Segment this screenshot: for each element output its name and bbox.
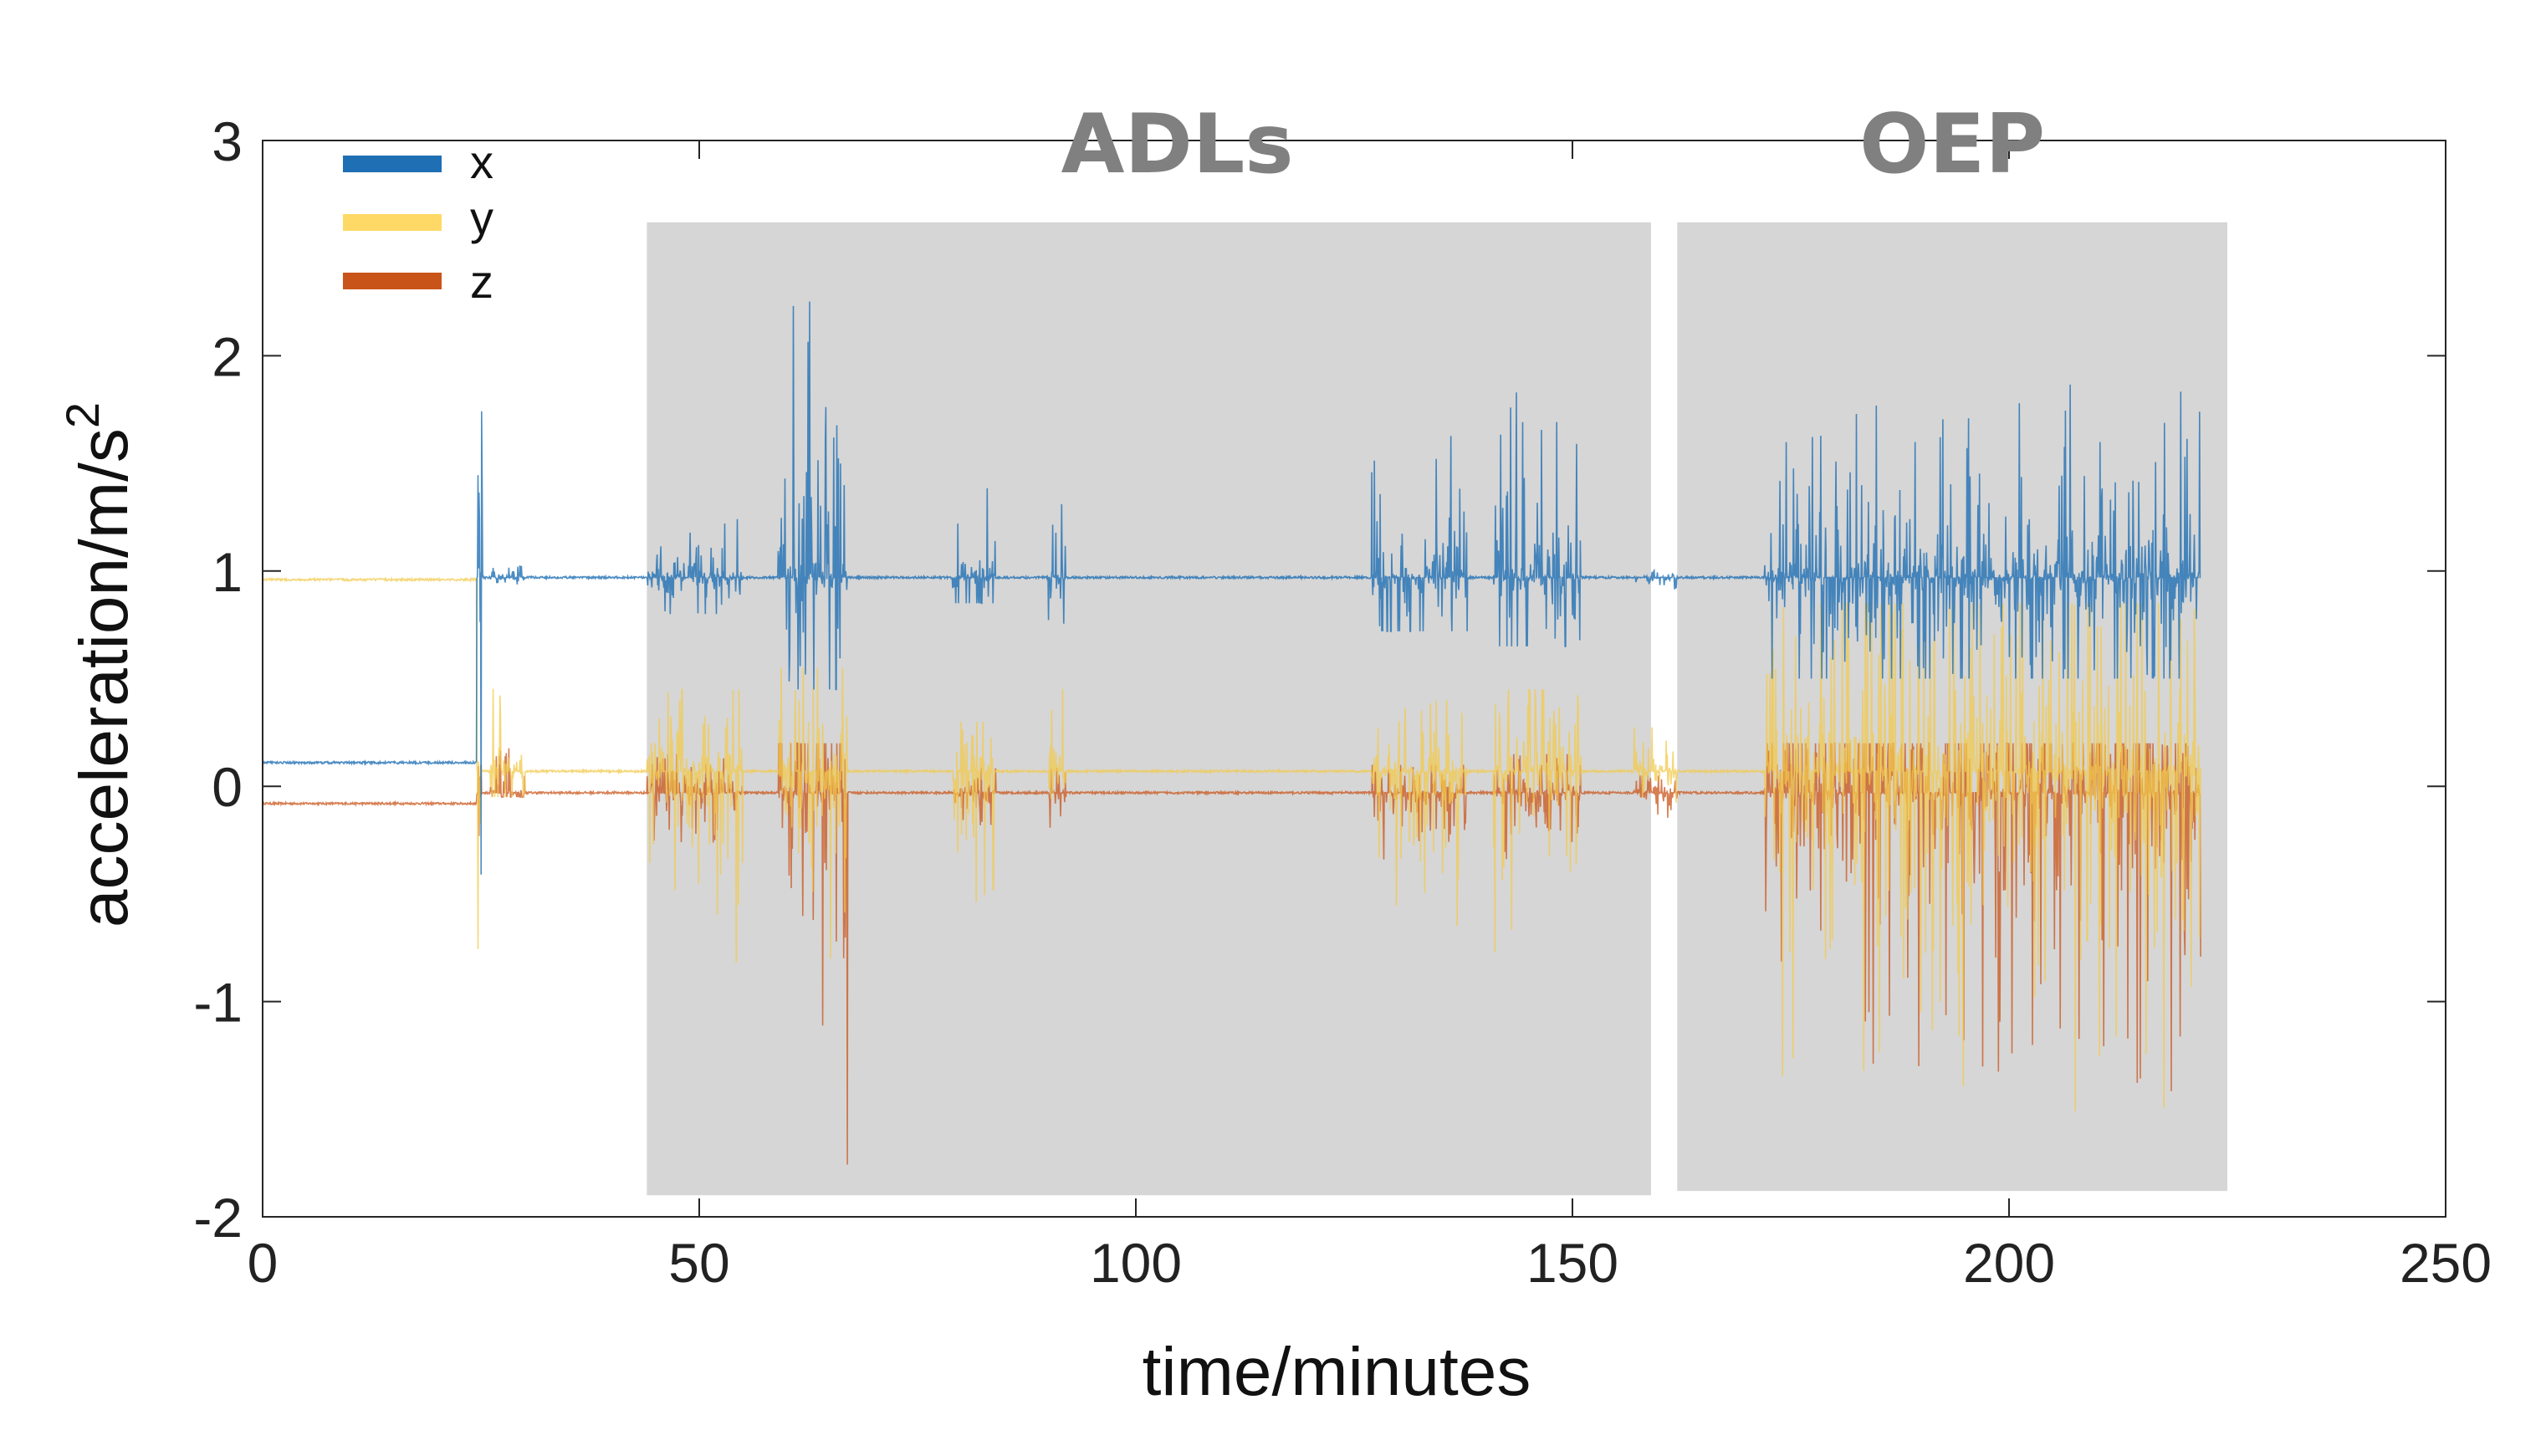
legend-swatch-y — [343, 214, 442, 231]
y-axis-title: acceleration/m/s2 — [56, 402, 142, 927]
x-tick-label: 150 — [1526, 1232, 1618, 1294]
region-adls — [647, 222, 1651, 1196]
x-tick-label: 0 — [248, 1232, 279, 1294]
x-axis-title: time/minutes — [1143, 1334, 1531, 1410]
y-tick-label: 2 — [212, 325, 243, 387]
y-tick-label: -1 — [193, 972, 243, 1034]
y-tick-label: 3 — [212, 110, 243, 172]
legend-label-y: y — [470, 192, 493, 244]
legend-swatch-x — [343, 156, 442, 172]
axis-ticks: 0 50 100 150 200 250 -2 -1 0 1 2 3 — [193, 110, 2492, 1294]
y-tick-label: 1 — [212, 541, 243, 603]
activity-regions — [647, 222, 2227, 1196]
region-label-adls: ADLs — [1061, 97, 1294, 192]
y-axis-title-main: acceleration/m/s — [66, 428, 142, 927]
series-line-x — [262, 301, 2201, 875]
y-axis-title-superscript: 2 — [56, 402, 109, 428]
region-label-oep: OEP — [1859, 97, 2045, 192]
legend-swatch-z — [343, 273, 442, 289]
y-tick-label: 0 — [212, 756, 243, 818]
y-tick-label: -2 — [193, 1187, 243, 1249]
legend-label-z: z — [470, 255, 493, 308]
x-tick-label: 50 — [668, 1232, 729, 1294]
legend-label-x: x — [470, 135, 493, 188]
region-oep — [1677, 222, 2227, 1192]
series-lines — [262, 301, 2201, 1165]
x-tick-label: 200 — [1963, 1232, 2055, 1294]
x-tick-label: 250 — [2400, 1232, 2492, 1294]
legend: x y z — [343, 135, 493, 308]
x-tick-label: 100 — [1090, 1232, 1182, 1294]
plot-frame — [262, 140, 2446, 1218]
series-line-y — [262, 575, 2201, 1111]
